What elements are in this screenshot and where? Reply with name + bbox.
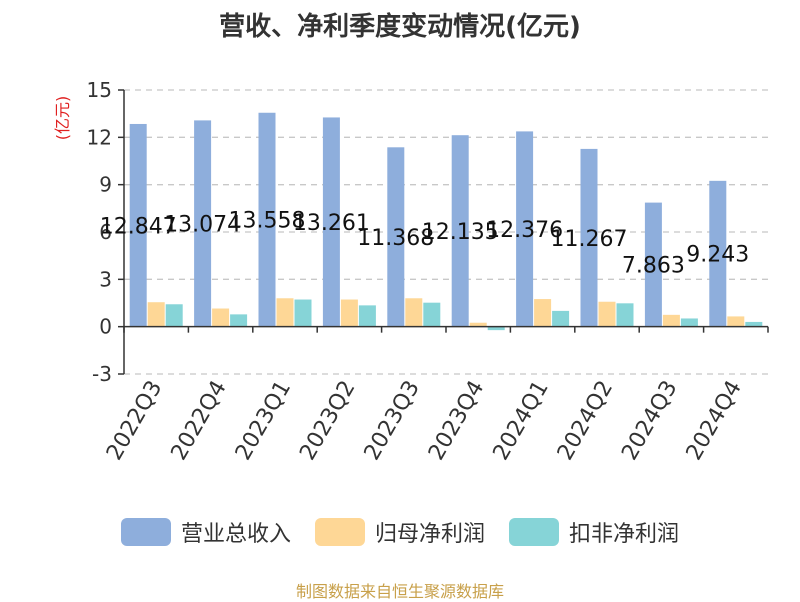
- legend-item-parent-profit[interactable]: 归母净利润: [314, 516, 485, 548]
- bar-nonrecurring-profit: [358, 305, 376, 327]
- grid-lines: [124, 89, 768, 375]
- bars: [129, 112, 763, 331]
- bar-parent-profit: [598, 301, 616, 327]
- bar-revenue: [194, 120, 212, 327]
- data-label-revenue: 12.847: [100, 214, 177, 239]
- bar-parent-profit: [662, 314, 680, 327]
- y-tick-label: 12: [87, 125, 112, 149]
- bar-parent-profit: [534, 299, 552, 327]
- data-label-revenue: 11.368: [357, 226, 434, 251]
- bar-parent-profit: [212, 308, 230, 327]
- legend-label-parent-profit: 归母净利润: [374, 522, 485, 547]
- legend-label-nonrecurring-profit: 扣非净利润: [569, 522, 680, 547]
- legend-swatch-parent-profit: [314, 518, 365, 546]
- bar-nonrecurring-profit: [680, 318, 698, 327]
- bar-revenue: [258, 112, 276, 327]
- data-label-revenue: 13.261: [293, 211, 370, 236]
- x-tick-label: 2023Q1: [231, 377, 296, 465]
- data-label-revenue: 9.243: [686, 243, 749, 268]
- bar-nonrecurring-profit: [294, 299, 312, 327]
- legend-item-nonrecurring-profit[interactable]: 扣非净利润: [509, 516, 679, 548]
- y-tick-label: 9: [99, 173, 112, 197]
- bar-nonrecurring-profit: [423, 302, 441, 327]
- x-tick-label: 2024Q2: [553, 377, 618, 465]
- x-tick-label: 2023Q2: [295, 377, 360, 465]
- chart-title: 营收、净利季度变动情况(亿元): [219, 12, 581, 42]
- y-tick-label: 15: [87, 78, 112, 102]
- bar-revenue: [451, 135, 469, 327]
- y-axis-unit-label: (亿元): [53, 96, 72, 141]
- bar-parent-profit: [147, 302, 165, 327]
- bar-revenue: [129, 123, 147, 327]
- bar-nonrecurring-profit: [165, 304, 183, 327]
- bar-parent-profit: [469, 322, 487, 327]
- x-tick-label: 2022Q4: [166, 377, 231, 465]
- legend: 营业总收入 归母净利润 扣非净利润: [0, 516, 800, 548]
- data-label-revenue: 13.558: [229, 209, 306, 234]
- x-tick-label: 2023Q3: [360, 377, 425, 465]
- bar-parent-profit: [727, 316, 745, 327]
- y-tick-label: -3: [92, 362, 112, 386]
- bar-nonrecurring-profit: [616, 303, 634, 327]
- bar-revenue: [322, 117, 340, 327]
- bar-nonrecurring-profit: [745, 321, 763, 327]
- data-label-revenue: 12.376: [486, 218, 563, 243]
- y-tick-label: 3: [99, 267, 112, 291]
- x-tick-label: 2024Q4: [682, 377, 747, 465]
- legend-swatch-nonrecurring-profit: [509, 518, 559, 546]
- y-tick-label: 0: [99, 315, 112, 339]
- bar-revenue: [709, 180, 727, 327]
- data-labels: 12.84713.07413.55813.26111.36812.13512.3…: [100, 209, 750, 279]
- data-label-revenue: 12.135: [422, 220, 499, 245]
- data-label-revenue: 13.074: [164, 213, 241, 238]
- x-tick-label: 2024Q3: [617, 377, 682, 465]
- bar-revenue: [644, 202, 662, 327]
- bar-parent-profit: [405, 298, 423, 327]
- y-tick-label: 6: [99, 220, 112, 244]
- data-source-note: 制图数据来自恒生聚源数据库: [295, 582, 504, 601]
- bar-nonrecurring-profit: [552, 310, 570, 327]
- x-tick-label: 2024Q1: [488, 377, 553, 465]
- data-label-revenue: 7.863: [622, 254, 685, 279]
- bar-nonrecurring-profit: [487, 326, 505, 331]
- x-tick-label: 2023Q4: [424, 377, 489, 465]
- legend-swatch-revenue: [120, 518, 171, 546]
- data-label-revenue: 11.267: [551, 227, 628, 252]
- bar-parent-profit: [276, 298, 294, 327]
- bar-revenue: [516, 131, 534, 327]
- x-tick-label: 2022Q3: [102, 377, 167, 465]
- bar-revenue: [580, 148, 598, 327]
- legend-item-revenue[interactable]: 营业总收入: [120, 516, 291, 548]
- legend-label-revenue: 营业总收入: [180, 522, 291, 547]
- bar-nonrecurring-profit: [230, 314, 248, 327]
- bar-parent-profit: [340, 299, 358, 327]
- bar-revenue: [387, 147, 405, 327]
